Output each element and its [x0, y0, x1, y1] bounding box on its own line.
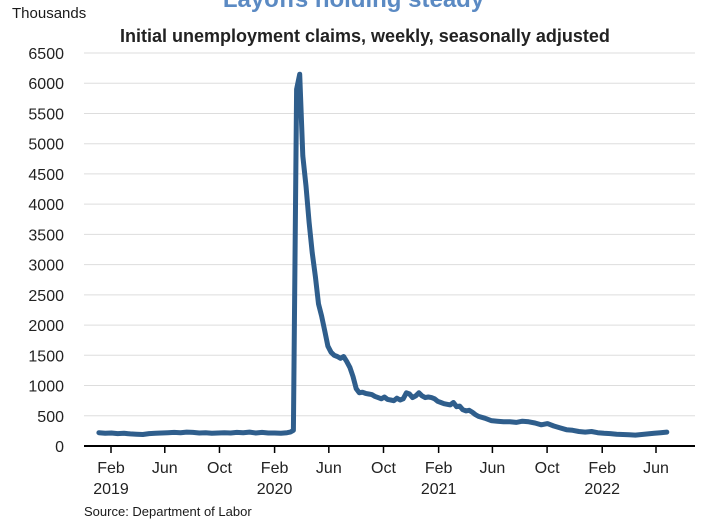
- x-tick-label: Feb: [425, 460, 453, 477]
- x-tick-label: Oct: [371, 460, 396, 477]
- y-tick-label: 500: [37, 409, 64, 426]
- series-line: [96, 71, 670, 438]
- x-tick-label: Jun: [643, 460, 669, 477]
- x-tick-label: Feb: [97, 460, 125, 477]
- y-tick-label: 5000: [28, 137, 64, 154]
- gridlines: [84, 52, 695, 417]
- x-tick-year-label: 2022: [584, 481, 620, 498]
- y-tick-label: 0: [55, 439, 64, 456]
- x-tick-year-label: 2021: [421, 481, 457, 498]
- y-tick-label: 4000: [28, 197, 64, 214]
- x-tick-label: Jun: [152, 460, 178, 477]
- x-tick-label: Oct: [207, 460, 232, 477]
- y-tick-label: 2500: [28, 288, 64, 305]
- y-tick-label: 5500: [28, 106, 64, 123]
- x-axis-tick-labels: Feb 2019 Jun Oct Feb 2020 Jun Oct Feb 2021 Jun Oct F…: [93, 446, 669, 498]
- headline: Layoffs holding steady: [0, 0, 707, 14]
- source-note: Source: Department of Labor: [84, 504, 252, 519]
- x-tick-label: Oct: [535, 460, 560, 477]
- y-tick-label: 3000: [28, 258, 64, 275]
- chart-title: Initial unemployment claims, weekly, sea…: [120, 26, 610, 46]
- y-tick-label: 2000: [28, 318, 64, 335]
- y-tick-label: 6500: [28, 46, 64, 63]
- x-tick-label: Feb: [588, 460, 616, 477]
- y-tick-label: 1500: [28, 348, 64, 365]
- x-tick-year-label: 2019: [93, 481, 129, 498]
- x-tick-label: Feb: [261, 460, 289, 477]
- x-tick-year-label: 2020: [257, 481, 293, 498]
- y-tick-label: 1000: [28, 379, 64, 396]
- y-tick-label: 4500: [28, 167, 64, 184]
- x-tick-label: Jun: [480, 460, 506, 477]
- x-tick-label: Jun: [316, 460, 342, 477]
- y-tick-label: 6000: [28, 76, 64, 93]
- y-axis-tick-labels: 0 500 1000 1500 2000 2500 3000 3500 4000 4500 5000…: [28, 46, 64, 456]
- y-tick-label: 3500: [28, 227, 64, 244]
- y-axis-unit-label: Thousands: [12, 5, 87, 22]
